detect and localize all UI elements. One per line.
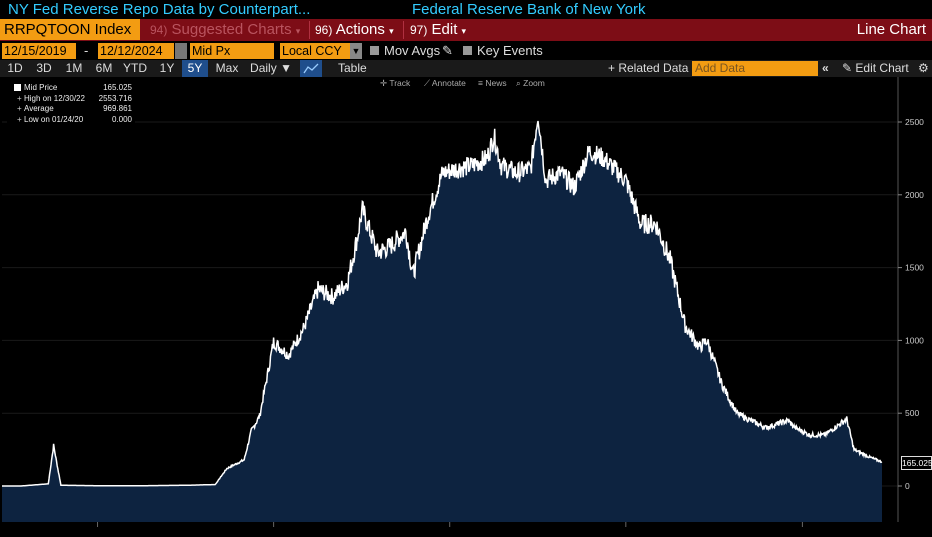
- annotate-icon: ⟋: [424, 78, 430, 88]
- range-5y-button[interactable]: 5Y: [182, 60, 208, 77]
- related-data-button[interactable]: + Related Data: [608, 61, 689, 75]
- menu-divider: [403, 21, 404, 39]
- key-events-checkbox[interactable]: [463, 46, 472, 55]
- date-separator: -: [84, 43, 89, 58]
- range-6m-button[interactable]: 6M: [95, 61, 113, 75]
- table-button[interactable]: Table: [338, 61, 367, 75]
- title-bar: [0, 0, 932, 19]
- chart-type-label: Line Chart: [856, 21, 926, 38]
- actions-label: Actions: [335, 21, 385, 38]
- line-chart-icon[interactable]: [300, 60, 322, 77]
- frequency-select[interactable]: Daily ▼: [246, 60, 296, 77]
- track-label: Track: [389, 78, 411, 88]
- zoom-tool[interactable]: ⌕ Zoom: [516, 78, 545, 89]
- edit-number: 97): [410, 23, 428, 37]
- calendar-icon[interactable]: [175, 43, 187, 59]
- news-icon: ≡: [478, 78, 483, 88]
- chevron-down-icon: ▾: [295, 26, 301, 36]
- low-marker-icon: +: [17, 114, 22, 124]
- y-tick-label: 1500: [905, 263, 924, 273]
- chevron-down-icon[interactable]: ▼: [350, 43, 362, 59]
- zoom-icon: ⌕: [516, 78, 521, 88]
- legend-series-row: Mid Price 165.025: [7, 83, 135, 94]
- frequency-label: Daily: [250, 61, 277, 75]
- legend-low-value: 0.000: [111, 114, 132, 124]
- suggested-charts-label: Suggested Charts: [171, 21, 292, 38]
- track-tool[interactable]: ✛ Track: [380, 78, 410, 89]
- y-tick-label: 2000: [905, 190, 924, 200]
- actions-number: 96): [315, 23, 333, 37]
- legend-low-row: + Low on 01/24/20 0.000: [7, 115, 135, 126]
- legend-high-label: High on 12/30/22: [24, 93, 85, 103]
- menu-bar: [0, 19, 932, 41]
- news-tool[interactable]: ≡ News: [478, 78, 507, 88]
- annotate-label: Annotate: [431, 78, 466, 88]
- add-data-input[interactable]: Add Data: [692, 61, 818, 76]
- range-max-button[interactable]: Max: [215, 61, 239, 75]
- data-source: Federal Reserve Bank of New York: [412, 1, 646, 18]
- news-label: News: [485, 78, 507, 88]
- legend-series-value: 165.025: [103, 83, 132, 92]
- gear-icon[interactable]: ⚙: [918, 61, 929, 75]
- price-field-select[interactable]: Mid Px: [190, 43, 274, 59]
- edit-chart-button[interactable]: ✎ Edit Chart: [842, 60, 909, 77]
- chevron-down-icon: ▾: [461, 26, 467, 36]
- suggested-charts-button[interactable]: 94) Suggested Charts ▾: [150, 19, 300, 41]
- x-axis-ticks: [97, 522, 803, 527]
- chart-legend: Mid Price 165.025 + High on 12/30/22 255…: [7, 83, 135, 127]
- menu-divider: [309, 21, 310, 39]
- y-tick-label: 1000: [905, 335, 924, 345]
- end-date-field[interactable]: 12/12/2024: [98, 43, 174, 59]
- currency-select[interactable]: Local CCY: [280, 43, 350, 59]
- legend-high-value: 2553.716: [98, 93, 132, 103]
- range-ytd-button[interactable]: YTD: [123, 61, 147, 75]
- series-line: [2, 120, 883, 487]
- actions-button[interactable]: 96) Actions ▾: [315, 19, 394, 41]
- y-tick-label: 500: [905, 408, 919, 418]
- range-1m-button[interactable]: 1M: [65, 61, 83, 75]
- legend-series-label: Mid Price: [24, 83, 58, 92]
- edit-label: Edit: [431, 21, 458, 38]
- range-3d-button[interactable]: 3D: [36, 61, 52, 75]
- annotate-tool[interactable]: ⟋ Annotate: [424, 78, 466, 89]
- legend-high-row: + High on 12/30/22 2553.716: [7, 94, 135, 105]
- suggested-charts-number: 94): [150, 23, 168, 37]
- chevron-down-icon: ▾: [389, 26, 394, 36]
- pencil-icon[interactable]: ✎: [442, 43, 453, 58]
- edit-button[interactable]: 97) Edit ▾: [410, 19, 466, 41]
- ticker-field[interactable]: RRPQTOON Index: [0, 19, 140, 40]
- high-marker-icon: +: [17, 93, 22, 103]
- start-date-field[interactable]: 12/15/2019: [2, 43, 76, 59]
- zoom-label: Zoom: [523, 78, 545, 88]
- chart-title: NY Fed Reverse Repo Data by Counterpart.…: [8, 1, 311, 18]
- chevron-down-icon: ▼: [280, 61, 292, 75]
- edit-chart-label: Edit Chart: [855, 61, 909, 75]
- crosshair-icon: ✛: [380, 78, 388, 88]
- legend-average-value: 969.861: [103, 104, 132, 113]
- series-area: [2, 121, 882, 522]
- collapse-icon[interactable]: «: [822, 61, 829, 75]
- legend-low-label: Low on 01/24/20: [24, 114, 84, 124]
- range-1y-button[interactable]: 1Y: [159, 61, 175, 75]
- legend-series-swatch[interactable]: [14, 84, 21, 91]
- legend-average-label: Average: [24, 104, 54, 113]
- average-marker-icon: +: [17, 104, 22, 113]
- last-value-label: 165.025: [901, 456, 932, 470]
- range-1d-button[interactable]: 1D: [7, 61, 23, 75]
- legend-average-row: + Average 969.861: [7, 104, 135, 115]
- mov-avgs-label: Mov Avgs: [384, 43, 441, 58]
- y-axis-ticks: 0 500 1000 1500 2000 2500: [898, 117, 924, 491]
- y-tick-label: 0: [905, 481, 910, 491]
- y-tick-label: 2500: [905, 117, 924, 127]
- mov-avgs-checkbox[interactable]: [370, 46, 379, 55]
- pencil-icon: ✎: [842, 61, 853, 75]
- key-events-label: Key Events: [477, 43, 543, 58]
